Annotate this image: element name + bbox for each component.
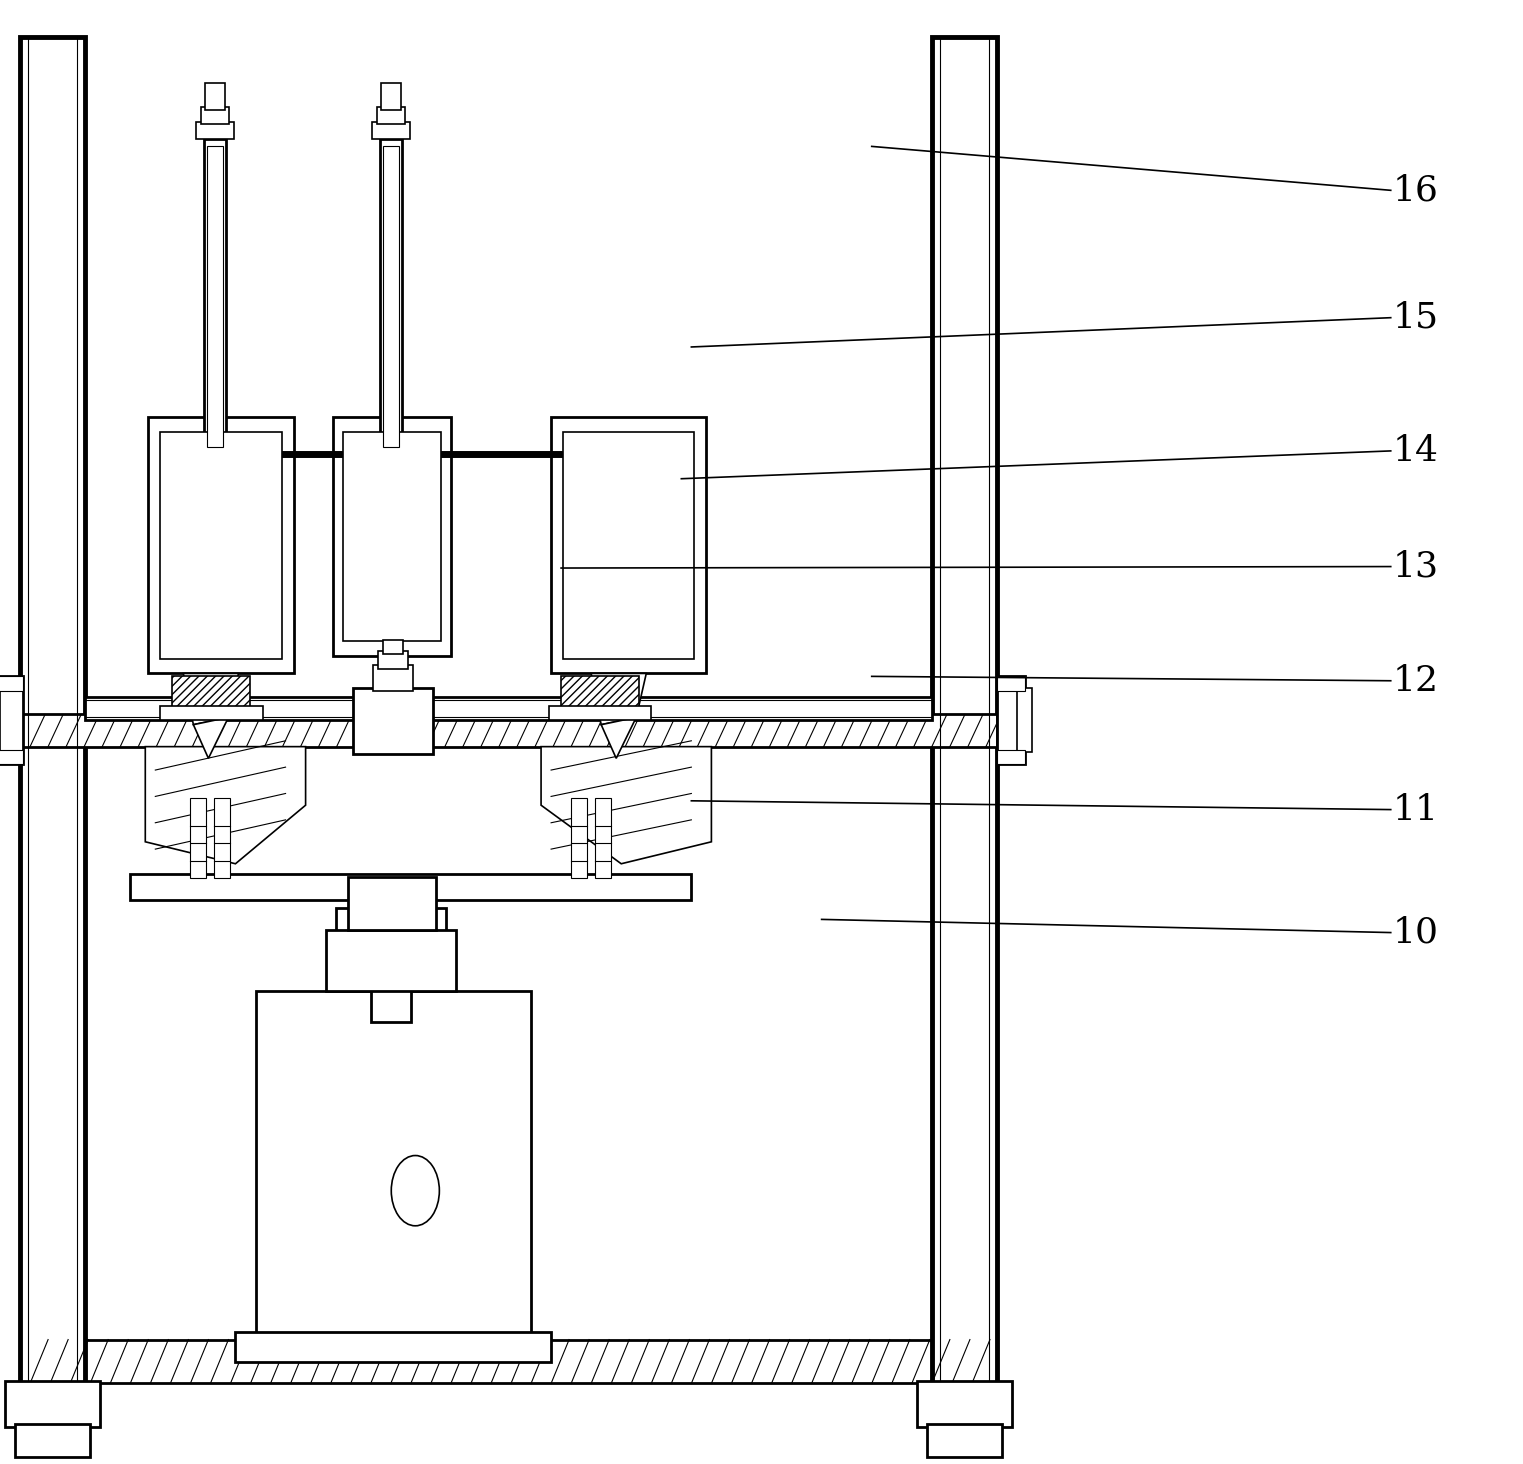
Bar — [335, 908, 446, 952]
Polygon shape — [193, 717, 228, 758]
Bar — [5, 1381, 101, 1427]
Bar — [343, 432, 440, 641]
Bar — [131, 874, 691, 900]
Bar — [998, 676, 1025, 691]
Bar — [160, 706, 262, 720]
Bar — [381, 83, 401, 110]
Bar — [373, 665, 413, 691]
Bar — [1017, 688, 1033, 752]
Bar — [347, 877, 436, 930]
Text: 13: 13 — [1392, 549, 1439, 584]
Bar — [160, 432, 282, 659]
Bar — [361, 947, 420, 988]
Bar — [571, 798, 588, 878]
Bar — [550, 706, 652, 720]
Text: 15: 15 — [1392, 300, 1439, 335]
Bar — [378, 651, 408, 669]
Bar — [379, 139, 402, 454]
Text: 16: 16 — [1392, 173, 1439, 208]
Bar — [204, 139, 227, 454]
Bar — [20, 714, 998, 747]
Bar — [0, 750, 23, 764]
Bar — [595, 798, 611, 878]
Bar — [382, 640, 402, 654]
Bar — [0, 676, 23, 691]
Bar — [0, 676, 23, 764]
Text: 14: 14 — [1392, 433, 1439, 468]
Bar — [370, 984, 411, 1022]
Bar — [148, 417, 294, 673]
Bar — [20, 37, 85, 1427]
Bar — [917, 1381, 1011, 1427]
Text: 11: 11 — [1392, 792, 1439, 827]
Bar — [20, 1340, 998, 1383]
Polygon shape — [145, 747, 306, 864]
Bar — [376, 107, 405, 124]
Bar — [326, 930, 455, 991]
Bar — [201, 107, 230, 124]
Polygon shape — [183, 673, 239, 725]
Bar — [85, 697, 932, 720]
Polygon shape — [541, 747, 711, 864]
Bar — [998, 676, 1025, 764]
Bar — [207, 146, 224, 447]
Bar — [332, 417, 451, 656]
Polygon shape — [591, 673, 646, 725]
Bar — [215, 798, 230, 878]
Bar — [551, 417, 707, 673]
Bar — [196, 122, 235, 139]
Bar — [206, 83, 225, 110]
Bar — [256, 991, 532, 1335]
Bar — [382, 146, 399, 447]
Bar — [998, 750, 1025, 764]
Circle shape — [391, 1155, 439, 1225]
Polygon shape — [602, 717, 637, 758]
Bar — [172, 676, 250, 714]
Bar — [372, 122, 410, 139]
Bar — [236, 1332, 551, 1362]
Text: 12: 12 — [1392, 663, 1439, 698]
Bar — [564, 432, 694, 659]
Bar — [15, 1424, 90, 1457]
Bar — [928, 1424, 1002, 1457]
Bar — [560, 676, 640, 714]
Text: 10: 10 — [1392, 915, 1439, 950]
Bar — [353, 688, 433, 754]
Bar — [932, 37, 998, 1427]
Bar — [190, 798, 207, 878]
